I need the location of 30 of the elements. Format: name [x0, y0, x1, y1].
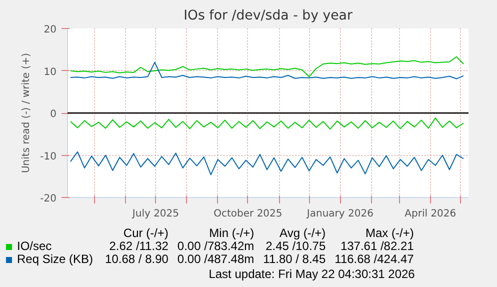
- text: 2.62 /11.32: [108, 239, 170, 253]
- text: 137.61 /82.21: [339, 239, 415, 253]
- y-tick-label: -10: [40, 151, 57, 162]
- text: 2.45 /10.75: [264, 239, 327, 253]
- text: 116.68 /424.47: [334, 252, 415, 266]
- line-series: [70, 62, 464, 80]
- chart-title: IOs for /dev/sda - by year: [184, 8, 353, 24]
- legend-label: IO/sec: [16, 239, 53, 253]
- y-tick-label: 0: [50, 109, 57, 120]
- text: 10.68 / 8.90: [104, 252, 170, 266]
- y-axis-title: Units read (-) / write (+): [21, 52, 32, 174]
- text: Cur (-/+): [122, 226, 170, 240]
- x-tick-label: October 2025: [214, 208, 282, 220]
- line-series: [70, 118, 464, 130]
- text: 0.00 /487.48m: [176, 252, 256, 266]
- x-tick-label: July 2025: [131, 208, 180, 220]
- y-tick-label: 10: [44, 66, 57, 78]
- legend-label: Req Size (KB): [16, 252, 94, 266]
- line-series: [70, 151, 464, 176]
- y-tick-label: -20: [40, 194, 57, 204]
- text: Avg (-/+): [278, 226, 327, 240]
- x-tick-label: April 2026: [404, 208, 456, 220]
- text: Min (-/+): [208, 226, 256, 240]
- text: 0.00 /783.42m: [176, 239, 256, 253]
- text: Max (-/+): [364, 226, 415, 240]
- text: Last update: Fri May 22 04:30:31 2026: [208, 266, 415, 283]
- x-tick-label: January 2026: [306, 208, 374, 220]
- y-tick-label: 20: [44, 24, 57, 36]
- text: 11.80 / 8.45: [262, 252, 327, 266]
- line-series: [70, 56, 464, 78]
